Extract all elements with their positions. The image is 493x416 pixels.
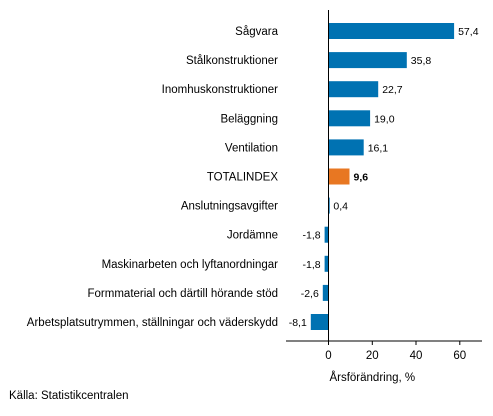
- category-label: Inomhuskonstruktioner: [162, 84, 279, 96]
- bar-8: [324, 255, 329, 272]
- bar-9: [322, 284, 329, 301]
- value-labels-group: 57,4 35,8 22,7 19,0 16,1 9,6 0,4 -1,8 -1,8 -2,6 -8…: [289, 26, 479, 329]
- value-label: -1,8: [303, 259, 321, 271]
- value-label: 22,7: [382, 84, 403, 96]
- category-label: Maskinarbeten och lyftanordningar: [102, 259, 279, 271]
- bar-5: [328, 168, 350, 185]
- category-label: Ventilation: [225, 142, 278, 154]
- category-label: Formmaterial och därtill hörande stöd: [88, 288, 278, 300]
- x-tick-label: 20: [366, 350, 379, 362]
- category-label: Anslutningsavgifter: [181, 201, 278, 213]
- value-label: 35,8: [411, 55, 432, 67]
- bar-2: [328, 81, 379, 98]
- category-label: TOTALINDEX: [207, 172, 278, 184]
- category-label: Beläggning: [220, 113, 278, 125]
- category-label: Jordämne: [227, 230, 278, 242]
- x-ticks-group: 0 20 40 60: [325, 341, 466, 362]
- x-tick-label: 0: [325, 350, 331, 362]
- bars-group: [310, 23, 455, 330]
- value-label: -2,6: [301, 288, 319, 300]
- bar-10: [310, 314, 329, 330]
- category-label: Arbetsplatsutrymmen, ställningar och väd…: [27, 317, 278, 329]
- value-label: 19,0: [374, 113, 395, 125]
- bar-0: [328, 23, 455, 39]
- bar-7: [324, 226, 329, 243]
- value-label: 9,6: [354, 172, 369, 184]
- value-label: -8,1: [289, 317, 307, 329]
- category-label: Stålkonstruktioner: [186, 55, 278, 67]
- source-note: Källa: Statistikcentralen: [9, 390, 129, 402]
- category-label: Sågvara: [235, 26, 278, 38]
- x-axis-title: Årsförändring, %: [329, 371, 415, 384]
- x-tick-label: 60: [453, 350, 466, 362]
- category-labels-group: Sågvara Stålkonstruktioner Inomhuskonstruk…: [27, 26, 279, 329]
- bar-6: [328, 197, 330, 214]
- value-label: 57,4: [458, 26, 479, 38]
- bar-1: [328, 52, 407, 69]
- bar-3: [328, 110, 371, 127]
- value-label: -1,8: [303, 230, 321, 242]
- value-label: 0,4: [333, 201, 348, 213]
- bar-4: [328, 139, 364, 156]
- x-tick-label: 40: [410, 350, 423, 362]
- value-label: 16,1: [368, 142, 389, 154]
